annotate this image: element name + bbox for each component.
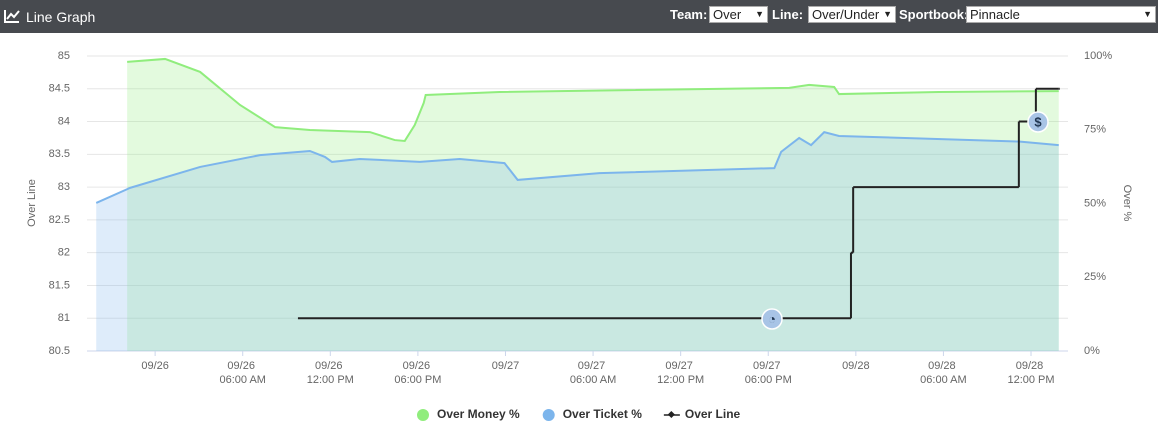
x-tick-label: 09/26 06:00 AM — [219, 360, 265, 386]
x-tick-label: 09/27 — [492, 360, 520, 372]
x-tick-label: 09/27 12:00 PM — [657, 360, 704, 386]
y2-tick-label: 75% — [1084, 124, 1106, 136]
control-label: Team: — [670, 7, 708, 22]
x-tick-label: 09/27 06:00 PM — [745, 360, 792, 386]
x-tick-label: 09/26 — [141, 360, 169, 372]
y2-tick-label: 25% — [1084, 271, 1106, 283]
y2-tick-label: 50% — [1084, 197, 1106, 209]
y-tick-label: 81 — [58, 312, 70, 324]
icon-circle — [1027, 111, 1049, 133]
y-tick-label: 83.5 — [49, 148, 70, 160]
area-fill — [96, 132, 1059, 351]
dropdown-value: Over/Under — [812, 7, 880, 22]
dropdown[interactable]: Pinnacle ▼ — [966, 6, 1156, 23]
legend-symbol — [542, 409, 555, 421]
y-tick-label: 85 — [58, 50, 70, 62]
icon-glyph: ◔ — [768, 311, 776, 326]
toolbar: Line Graph Team: Over ▼ Line: Over/Under ▼… — [0, 0, 1158, 33]
x-tick-label: 09/28 12:00 PM — [1007, 360, 1054, 386]
y2-axis-title: Over % — [1121, 185, 1133, 222]
y-tick-label: 82 — [58, 247, 70, 259]
icon-glyph: $ — [1034, 114, 1042, 129]
y-tick-label: 82.5 — [49, 214, 70, 226]
dropdown[interactable]: Over/Under ▼ — [808, 6, 896, 23]
chart: Over Line Over % 80.5 81 81.5 82 82.5 83 83.5 8… — [26, 50, 1133, 421]
x-tick-label: 09/27 06:00 AM — [570, 360, 616, 386]
x-tick-label: 09/26 12:00 PM — [307, 360, 354, 386]
legend-label: Over Line — [685, 407, 741, 421]
series-line — [127, 57, 1059, 143]
y-tick-label: 81.5 — [49, 279, 70, 291]
dropdown-value: Pinnacle — [970, 7, 1020, 22]
control-label: Sportbook: — [899, 7, 969, 22]
legend-label: Over Ticket % — [563, 407, 642, 421]
legend-label: Over Money % — [437, 407, 520, 421]
y-tick-label: 84.5 — [49, 83, 70, 95]
chart-icon — [4, 10, 20, 23]
plot — [87, 55, 1068, 356]
y-tick-label: 83 — [58, 181, 70, 193]
dropdown-value: Over — [713, 7, 742, 22]
control-label: Line: — [772, 7, 804, 22]
legend-symbol — [667, 410, 675, 419]
series-line — [95, 130, 1059, 204]
y-tick-label: 84 — [58, 115, 70, 127]
x-tick-label: 09/26 06:00 PM — [394, 360, 441, 386]
dropdown[interactable]: Over ▼ — [709, 6, 768, 23]
legend-symbol — [417, 409, 429, 421]
y2-tick-label: 0% — [1084, 345, 1100, 357]
y-axis-title: Over Line — [26, 179, 38, 227]
y2-tick-label: 100% — [1084, 50, 1112, 62]
icon-circle — [761, 308, 783, 330]
y-tick-label: 80.5 — [49, 345, 70, 357]
event-icon: $ — [1027, 111, 1049, 133]
x-tick-label: 09/28 06:00 AM — [920, 360, 966, 386]
event-icon: ◔ — [761, 308, 783, 330]
x-tick-label: 09/28 — [842, 360, 870, 372]
toolbar-title: Line Graph — [26, 9, 96, 25]
